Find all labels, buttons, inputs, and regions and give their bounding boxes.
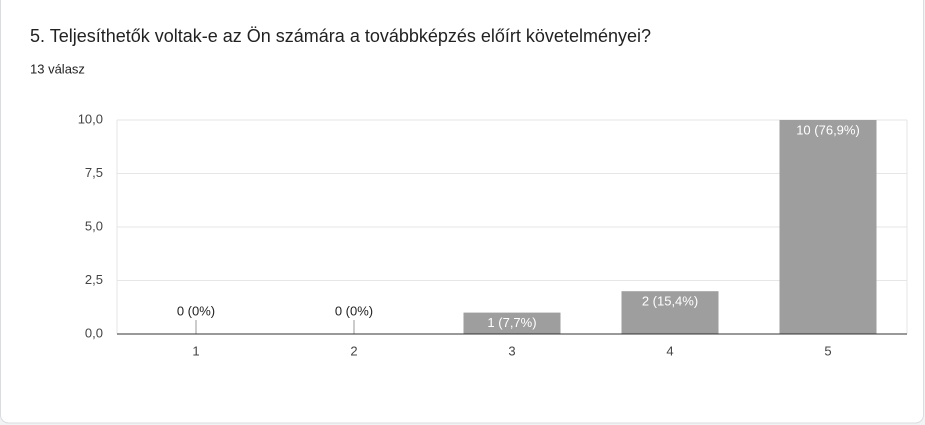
y-tick-label: 10,0 (78, 111, 103, 126)
bar (779, 120, 877, 334)
chart-title: 5. Teljesíthetők voltak-e az Ön számára … (30, 26, 651, 46)
value-label: 0 (0%) (335, 303, 373, 318)
value-label: 1 (7,7%) (487, 315, 536, 330)
bar (463, 312, 561, 334)
x-tick-label: 3 (508, 343, 515, 358)
y-tick-label: 7,5 (85, 165, 103, 180)
x-tick-label: 2 (350, 343, 357, 358)
bar (621, 291, 719, 334)
y-tick-label: 0,0 (85, 325, 103, 340)
value-label: 2 (15,4%) (642, 294, 698, 309)
x-tick-label: 1 (192, 343, 199, 358)
value-label: 0 (0%) (177, 303, 215, 318)
plot: 0,0 2,5 5,0 7,5 10,0 1 0 (0%) 2 0 (0%) 3 1 (7,7%) 4… (78, 111, 908, 358)
value-label: 10 (76,9%) (796, 122, 860, 137)
x-tick-label: 4 (666, 343, 673, 358)
y-tick-label: 2,5 (85, 272, 103, 287)
response-count: 13 válasz (30, 61, 85, 76)
x-tick-label: 5 (824, 343, 831, 358)
y-tick-label: 5,0 (85, 218, 103, 233)
